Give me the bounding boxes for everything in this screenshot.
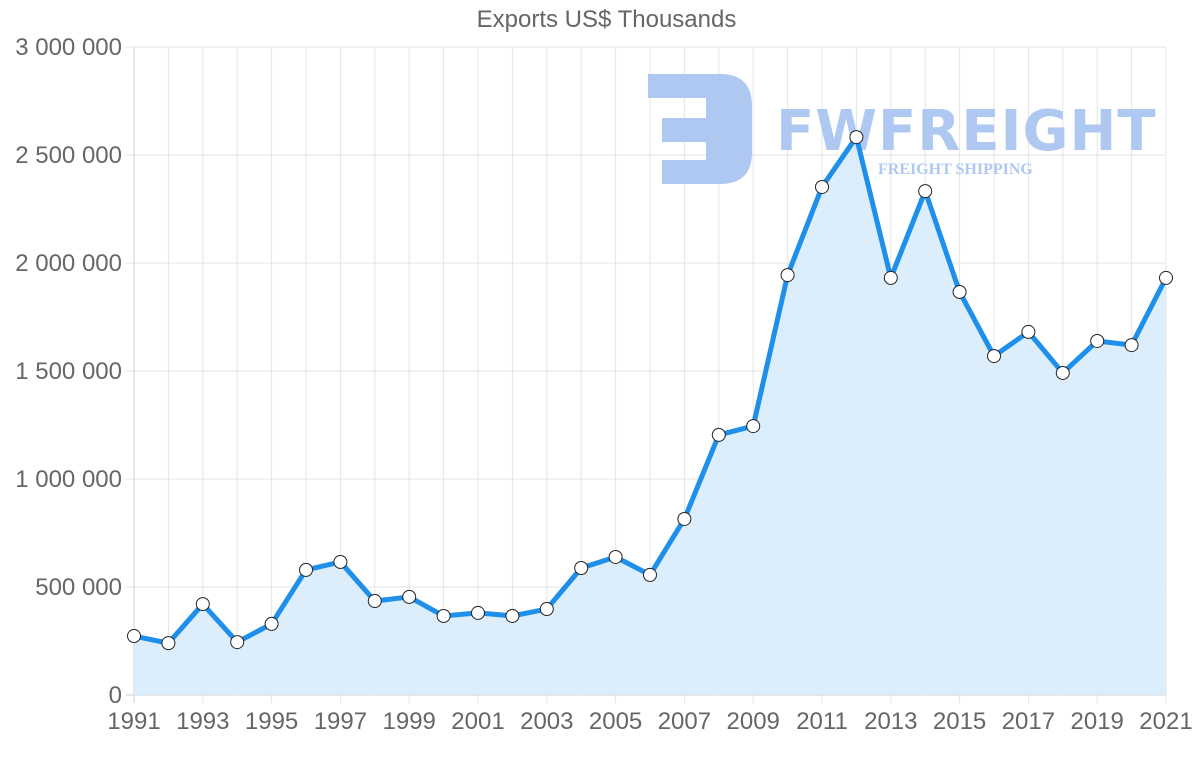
data-point-2017[interactable] bbox=[1021, 324, 1036, 339]
y-tick-label: 500 000 bbox=[35, 574, 122, 601]
data-point-2006[interactable] bbox=[643, 567, 657, 582]
data-point-2000[interactable] bbox=[436, 608, 451, 623]
data-point-1998[interactable] bbox=[367, 594, 382, 609]
data-point-2007[interactable] bbox=[677, 511, 692, 526]
x-tick-label: 1999 bbox=[383, 708, 436, 735]
data-point-2015[interactable] bbox=[952, 284, 967, 299]
y-axis: 0 500 000 1 000 000 1 500 000 2 000 000 2 500… bbox=[15, 34, 122, 709]
x-tick-label: 2021 bbox=[1139, 708, 1192, 735]
x-tick-label: 1993 bbox=[176, 708, 229, 735]
data-point-2018[interactable] bbox=[1055, 365, 1070, 380]
data-points bbox=[127, 130, 1173, 651]
y-tick-label: 3 000 000 bbox=[15, 34, 122, 61]
fwfreight-watermark: FWFREIGHT FREIGHT SHIPPING bbox=[648, 74, 1157, 184]
fwfreight-logo-icon bbox=[648, 74, 752, 184]
data-point-2014[interactable] bbox=[918, 184, 933, 199]
data-point-1994[interactable] bbox=[230, 635, 245, 650]
watermark-tagline: FREIGHT SHIPPING bbox=[878, 161, 1033, 178]
area-fill bbox=[134, 137, 1166, 695]
data-point-2005[interactable] bbox=[608, 549, 623, 564]
data-point-2008[interactable] bbox=[711, 427, 726, 442]
x-tick-label: 2003 bbox=[520, 708, 573, 735]
area-shape bbox=[134, 137, 1166, 695]
x-tick-label: 2015 bbox=[933, 708, 986, 735]
y-tick-label: 1 000 000 bbox=[15, 466, 122, 493]
x-axis: 1991 1993 1995 1997 1999 2001 2003 2005 2007 2009… bbox=[107, 708, 1192, 735]
data-point-2016[interactable] bbox=[987, 349, 1001, 364]
data-point-2013[interactable] bbox=[883, 270, 898, 285]
y-tick-label: 2 500 000 bbox=[15, 142, 122, 169]
data-point-1995[interactable] bbox=[264, 616, 279, 631]
data-point-2004[interactable] bbox=[574, 560, 589, 575]
data-point-1993[interactable] bbox=[195, 597, 210, 612]
data-point-2002[interactable] bbox=[505, 608, 520, 623]
x-tick-label: 2009 bbox=[727, 708, 780, 735]
data-point-2012[interactable] bbox=[849, 130, 864, 145]
y-tick-label: 1 500 000 bbox=[15, 358, 122, 385]
data-point-2009[interactable] bbox=[746, 419, 761, 434]
data-point-1996[interactable] bbox=[299, 562, 313, 577]
data-point-2021[interactable] bbox=[1159, 270, 1173, 285]
y-tick-label: 0 bbox=[109, 682, 122, 709]
data-point-2019[interactable] bbox=[1090, 333, 1105, 348]
data-point-1992[interactable] bbox=[161, 636, 176, 651]
data-point-2020[interactable] bbox=[1124, 338, 1139, 353]
data-point-1999[interactable] bbox=[402, 589, 417, 604]
x-tick-label: 2007 bbox=[658, 708, 711, 735]
data-point-2011[interactable] bbox=[815, 179, 829, 194]
x-tick-label: 2019 bbox=[1071, 708, 1124, 735]
x-tick-label: 1997 bbox=[314, 708, 367, 735]
x-tick-label: 2017 bbox=[1002, 708, 1055, 735]
x-tick-label: 2005 bbox=[589, 708, 642, 735]
data-point-2010[interactable] bbox=[780, 268, 795, 283]
data-point-1991[interactable] bbox=[127, 629, 141, 644]
watermark-brand: FWFREIGHT bbox=[776, 99, 1157, 164]
x-tick-label: 1995 bbox=[245, 708, 298, 735]
x-tick-label: 2011 bbox=[796, 708, 848, 735]
y-tick-label: 2 000 000 bbox=[15, 250, 122, 277]
x-tick-label: 2001 bbox=[451, 708, 504, 735]
x-tick-label: 1991 bbox=[107, 708, 160, 735]
data-point-1997[interactable] bbox=[333, 554, 348, 569]
data-point-2003[interactable] bbox=[539, 602, 554, 617]
chart-title: Exports US$ Thousands bbox=[476, 6, 737, 33]
x-tick-label: 2013 bbox=[864, 708, 917, 735]
data-point-2001[interactable] bbox=[471, 605, 485, 620]
